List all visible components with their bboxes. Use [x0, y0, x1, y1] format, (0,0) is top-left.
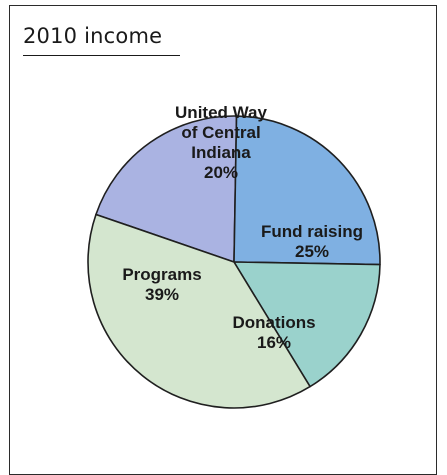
slice-label-3: Programs 39% — [122, 265, 201, 304]
pie-chart: United Way of Central Indiana 20% Fund raisi… — [87, 103, 381, 409]
pie-slice-2 — [233, 261, 381, 388]
title-underline — [23, 55, 180, 56]
slice-percent-label: 20% — [204, 163, 238, 182]
slice-name-label: of Central — [181, 123, 260, 142]
slice-name-label: United Way — [175, 103, 267, 122]
pie-slice-1 — [233, 115, 381, 266]
slice-name-label: Programs — [122, 265, 201, 284]
slice-name-label: Donations — [232, 313, 315, 332]
slice-percent-label: 25% — [295, 242, 329, 261]
slice-name-label: Indiana — [191, 143, 251, 162]
pie-slice-3 — [87, 213, 311, 409]
chart-title: 2010 income — [23, 24, 163, 48]
slice-percent-label: 39% — [145, 285, 179, 304]
slice-label-0: United Way of Central Indiana 20% — [175, 103, 267, 182]
slice-label-1: Fund raising 25% — [261, 222, 363, 261]
slice-label-2: Donations 16% — [232, 313, 315, 352]
slice-percent-label: 16% — [257, 333, 291, 352]
pie-slice-0 — [95, 115, 238, 263]
slice-name-label: Fund raising — [261, 222, 363, 241]
